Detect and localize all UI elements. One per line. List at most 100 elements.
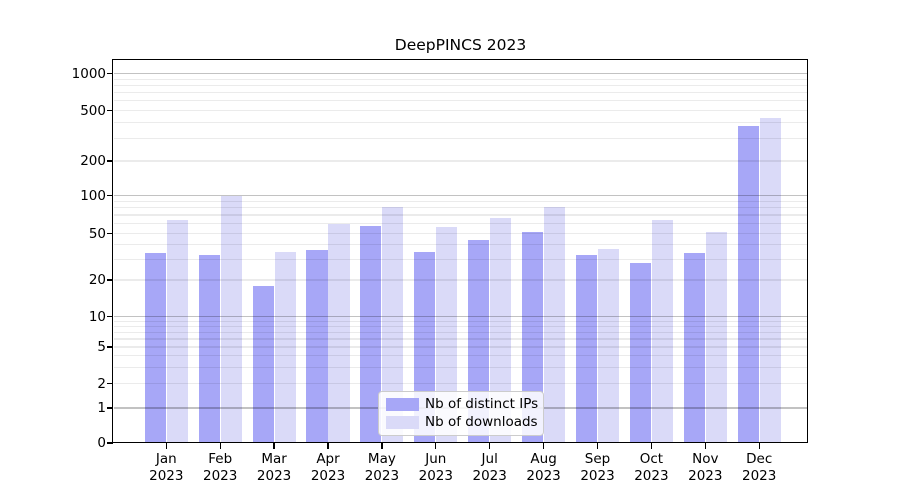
y-tick-mark [107, 72, 113, 75]
x-tick-mark [596, 443, 599, 449]
bar-distinct-ips-Jan-2023 [144, 253, 166, 443]
grid-minor-line [113, 244, 808, 246]
bar-downloads-Oct-2023 [651, 219, 673, 443]
y-tick-mark [107, 194, 113, 197]
y-tick-mark [107, 160, 113, 162]
bar-downloads-Apr-2023 [328, 223, 350, 443]
grid-minor-line [113, 232, 808, 235]
bar-distinct-ips-Mar-2023 [252, 285, 274, 443]
y-tick-mark [107, 109, 113, 112]
bar-downloads-Sep-2023 [597, 248, 620, 443]
y-tick-label: 2 [97, 375, 106, 392]
bar-distinct-ips-Apr-2023 [306, 250, 328, 443]
legend-swatch-downloads [386, 415, 419, 430]
y-tick-label: 1000 [71, 65, 106, 82]
legend: Nb of distinct IPs Nb of downloads [378, 391, 544, 436]
y-tick-mark [107, 442, 113, 444]
grid-minor-line [113, 214, 808, 216]
grid-minor-line [113, 279, 808, 281]
bar-distinct-ips-Oct-2023 [629, 262, 651, 443]
x-tick-label: Jul 2023 [472, 451, 507, 484]
x-tick-label: Dec 2023 [742, 451, 777, 484]
x-tick-label: Nov 2023 [688, 451, 723, 484]
y-tick-label: 1 [97, 400, 106, 416]
grid-major-line [113, 194, 808, 197]
x-tick-mark [650, 443, 653, 449]
grid-minor-line [113, 366, 808, 368]
bar-downloads-Dec-2023 [759, 117, 781, 443]
grid-minor-line [113, 355, 808, 357]
y-tick-label: 0 [97, 435, 106, 451]
plot-border [111, 58, 809, 444]
x-tick-mark [758, 443, 760, 449]
x-tick-mark [327, 443, 329, 449]
grid-minor-line [113, 346, 808, 348]
legend-item-downloads: Nb of downloads [386, 414, 538, 430]
grid-minor-line [113, 207, 808, 209]
x-tick-label: Feb 2023 [203, 451, 238, 484]
x-tick-label: May 2023 [364, 451, 400, 484]
y-tick-mark [107, 346, 113, 348]
x-tick-label: Mar 2023 [256, 451, 292, 484]
y-tick-label: 10 [88, 308, 106, 325]
grid-minor-line [113, 258, 808, 260]
grid-minor-line [113, 382, 808, 385]
bar-distinct-ips-Nov-2023 [683, 253, 705, 443]
x-tick-mark [165, 443, 167, 449]
grid-minor-line [113, 100, 808, 102]
y-tick-label: 500 [80, 102, 106, 119]
y-tick-label: 50 [88, 225, 106, 242]
grid-minor-line [113, 122, 808, 124]
bar-downloads-Feb-2023 [220, 195, 242, 443]
grid-minor-line [113, 325, 808, 327]
y-tick-label: 20 [88, 272, 106, 288]
bar-distinct-ips-Sep-2023 [575, 254, 598, 443]
bar-downloads-Aug-2023 [544, 207, 566, 443]
grid-minor-line [113, 160, 808, 162]
legend-label-distinct-ips: Nb of distinct IPs [425, 396, 539, 412]
chart-title: DeepPINCS 2023 [394, 36, 527, 54]
y-tick-label: 100 [80, 187, 106, 204]
grid-minor-line [113, 78, 808, 80]
grid-minor-line [113, 200, 808, 202]
y-tick-mark [107, 279, 113, 281]
x-tick-mark [489, 443, 491, 449]
y-tick-mark [107, 382, 113, 385]
grid-major-line [113, 72, 808, 75]
x-tick-mark [381, 443, 383, 449]
y-tick-mark [107, 315, 113, 318]
x-tick-mark [542, 443, 545, 449]
grid-major-line [113, 315, 808, 318]
grid-minor-line [113, 331, 808, 333]
bar-distinct-ips-Feb-2023 [198, 254, 220, 443]
grid-minor-line [113, 320, 808, 322]
x-tick-label: Aug 2023 [526, 451, 561, 484]
y-tick-mark [107, 407, 113, 409]
x-tick-mark [435, 443, 437, 449]
y-tick-label: 5 [97, 339, 106, 355]
x-tick-label: Jun 2023 [418, 451, 453, 484]
x-tick-label: Sep 2023 [580, 451, 615, 484]
grid-minor-line [113, 91, 808, 94]
legend-item-distinct-ips: Nb of distinct IPs [386, 396, 539, 412]
grid-minor-line [113, 84, 808, 86]
grid-minor-line [113, 138, 808, 140]
y-tick-label: 200 [80, 153, 106, 169]
legend-label-downloads: Nb of downloads [425, 414, 538, 430]
bar-downloads-Mar-2023 [274, 251, 296, 443]
x-tick-mark [219, 443, 221, 449]
legend-swatch-distinct-ips [386, 397, 419, 412]
x-tick-label: Oct 2023 [634, 451, 669, 484]
x-tick-mark [704, 443, 706, 449]
grid-minor-line [113, 222, 808, 225]
x-tick-label: Apr 2023 [310, 451, 346, 484]
x-tick-label: Jan 2023 [149, 451, 184, 484]
bar-downloads-Nov-2023 [705, 232, 727, 443]
grid-minor-line [113, 109, 808, 112]
y-tick-mark [107, 232, 113, 235]
grid-minor-line [113, 338, 808, 340]
bar-distinct-ips-Dec-2023 [737, 125, 759, 443]
x-tick-mark [273, 443, 275, 449]
bar-downloads-Jan-2023 [166, 219, 188, 443]
